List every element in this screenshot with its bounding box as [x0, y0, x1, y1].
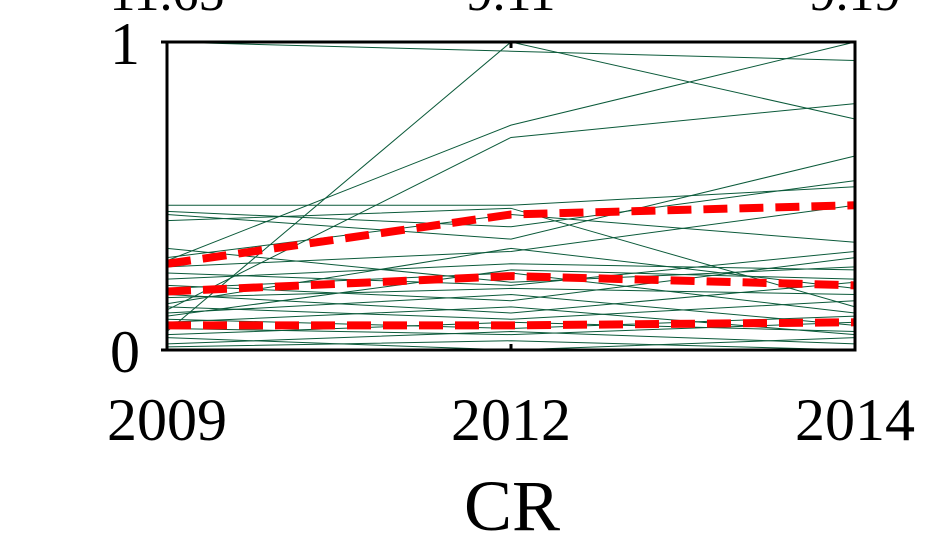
x-tick-label: 2014 [795, 387, 915, 453]
series-line [166, 103, 856, 311]
y-tick-label: 1 [110, 11, 140, 77]
series-line [166, 306, 856, 336]
quantile-line [166, 272, 856, 296]
series-line [166, 294, 856, 326]
series-line [166, 250, 856, 286]
x-tick-label: 2009 [107, 387, 227, 453]
plot-frame [165, 40, 857, 352]
series-line [166, 41, 856, 61]
series-line [166, 155, 856, 240]
series-line [166, 41, 856, 262]
x-tick-label: 2012 [451, 387, 571, 453]
series-line [166, 340, 856, 351]
top-label: 9.11 [466, 0, 555, 22]
series-line [166, 247, 856, 283]
series-line [166, 287, 856, 299]
series-line [166, 269, 856, 317]
series-line [166, 331, 856, 345]
series-line [166, 204, 856, 268]
top-label: 9.19 [810, 0, 901, 22]
series-line [166, 263, 856, 280]
series-line [166, 300, 856, 320]
quantile-line [167, 318, 856, 330]
series-line [166, 207, 856, 308]
x-axis-label: CR [464, 466, 560, 546]
series-line [167, 186, 856, 206]
y-tick-label: 0 [110, 319, 140, 385]
top-label: 11.65 [109, 0, 224, 22]
quantile-line [166, 201, 856, 268]
